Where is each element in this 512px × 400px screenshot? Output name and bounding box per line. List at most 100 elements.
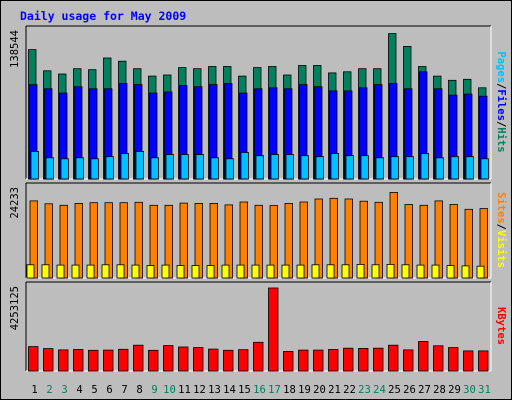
bar-pages xyxy=(390,156,399,180)
x-tick-label: 12 xyxy=(193,384,206,396)
x-tick-label: 6 xyxy=(106,384,112,396)
bar-sites xyxy=(251,264,260,279)
legend-entry-files: Files xyxy=(495,89,507,121)
y-max-label-kbytes: 4253125 xyxy=(9,286,21,330)
x-tick-label: 23 xyxy=(358,384,371,396)
x-tick-label: 29 xyxy=(448,384,461,396)
bar-kbytes xyxy=(268,287,279,372)
bar-sites xyxy=(281,264,290,279)
bar-kbytes xyxy=(58,349,69,372)
x-tick-label: 9 xyxy=(151,384,157,396)
bar-kbytes xyxy=(388,344,399,372)
bar-pages xyxy=(360,155,369,180)
bar-kbytes xyxy=(43,348,54,372)
bar-pages xyxy=(195,154,204,180)
bar-kbytes xyxy=(208,348,219,372)
x-tick-label: 11 xyxy=(178,384,191,396)
bar-sites xyxy=(326,264,335,279)
bar-sites xyxy=(176,265,185,279)
x-tick-label: 7 xyxy=(121,384,127,396)
x-tick-label: 22 xyxy=(343,384,356,396)
bar-kbytes xyxy=(133,344,144,372)
x-tick-label: 30 xyxy=(463,384,476,396)
bar-pages xyxy=(120,153,129,180)
bar-sites xyxy=(356,263,365,279)
bar-pages xyxy=(105,156,114,180)
x-tick-label: 8 xyxy=(136,384,142,396)
bar-sites xyxy=(161,264,170,279)
bar-kbytes xyxy=(313,349,324,372)
x-tick-label: 17 xyxy=(268,384,281,396)
bar-pages xyxy=(300,155,309,180)
bar-sites xyxy=(371,264,380,279)
x-tick-label: 5 xyxy=(91,384,97,396)
bar-kbytes xyxy=(193,347,204,372)
bar-sites xyxy=(146,265,155,279)
bar-pages xyxy=(150,157,159,180)
bar-pages xyxy=(90,158,99,180)
x-axis-labels: 1 2 3 4 5 6 7 8 9 10 11 12 13 14 15 16 17 18 19 20 21 22 23 24 2… xyxy=(31,384,490,396)
bar-kbytes xyxy=(28,346,39,372)
x-tick-label: 16 xyxy=(253,384,266,396)
bar-pages xyxy=(480,158,489,180)
bar-pages xyxy=(405,156,414,180)
legend-entry-kbytes: KBytes xyxy=(495,307,507,345)
bar-kbytes xyxy=(403,349,414,372)
bar-sites xyxy=(26,264,35,279)
bar-kbytes xyxy=(478,350,489,372)
bar-kbytes xyxy=(148,349,159,372)
bar-sites xyxy=(86,264,95,279)
bar-kbytes xyxy=(418,341,429,372)
x-tick-label: 25 xyxy=(388,384,401,396)
bar-pages xyxy=(420,153,429,180)
bar-pages xyxy=(165,154,174,180)
bar-kbytes xyxy=(298,349,309,372)
legend-kbytes: KBytes xyxy=(495,307,507,345)
bar-pages xyxy=(315,156,324,180)
x-tick-label: 26 xyxy=(403,384,416,396)
bar-pages xyxy=(450,156,459,180)
bar-sites xyxy=(311,264,320,279)
bar-kbytes xyxy=(88,349,99,372)
bar-kbytes xyxy=(463,350,474,372)
bar-pages xyxy=(465,156,474,180)
bar-pages xyxy=(135,150,144,180)
legend-hits: Pages/Files/Hits xyxy=(495,51,507,152)
bar-pages xyxy=(285,154,294,180)
bar-kbytes xyxy=(253,341,264,372)
bar-pages xyxy=(255,155,264,180)
chart-title: Daily usage for May 2009 xyxy=(20,9,186,23)
panel-kbytes: 4253125 KBytes xyxy=(9,281,507,372)
bar-sites xyxy=(446,265,455,279)
bar-sites xyxy=(341,264,350,279)
panel-visits: 24233 Sites/Visits xyxy=(9,182,507,279)
bar-pages xyxy=(210,157,219,180)
legend-entry-sites: Sites xyxy=(495,192,507,224)
bar-sites xyxy=(56,264,65,279)
x-tick-label: 27 xyxy=(418,384,431,396)
bar-pages xyxy=(75,157,84,180)
bar-kbytes xyxy=(343,347,354,372)
bar-sites xyxy=(476,265,485,279)
bar-sites xyxy=(266,264,275,279)
bar-sites xyxy=(131,264,140,279)
x-tick-label: 28 xyxy=(433,384,446,396)
bar-sites xyxy=(296,264,305,279)
x-tick-label: 20 xyxy=(313,384,326,396)
bar-pages xyxy=(30,150,39,180)
y-max-label-hits: 138544 xyxy=(9,30,21,68)
x-tick-label: 3 xyxy=(61,384,67,396)
bar-pages xyxy=(270,154,279,180)
legend-entry-: / xyxy=(495,224,507,230)
x-tick-label: 18 xyxy=(283,384,296,396)
bar-kbytes xyxy=(223,349,234,372)
bar-sites xyxy=(386,263,395,279)
bar-sites xyxy=(401,264,410,279)
x-tick-label: 31 xyxy=(478,384,491,396)
bar-pages xyxy=(345,155,354,180)
panel-hits: 138544 Pages/Files/Hits xyxy=(9,25,507,180)
bar-kbytes xyxy=(433,345,444,372)
bar-sites xyxy=(41,264,50,279)
